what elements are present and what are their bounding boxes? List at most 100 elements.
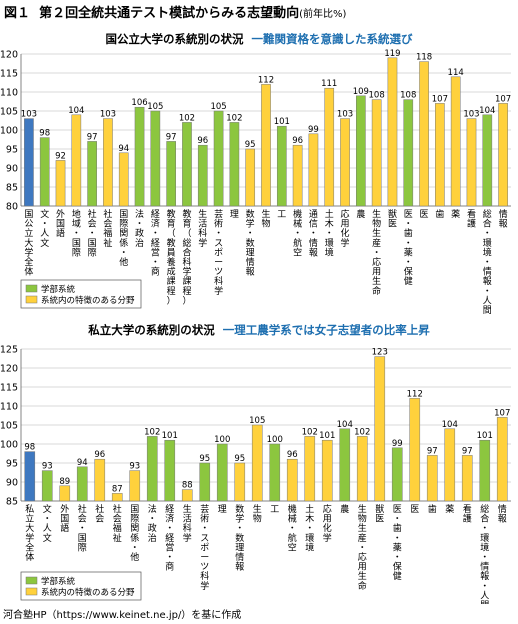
national-bar — [245, 148, 256, 207]
national-bar — [292, 144, 303, 207]
national-bar — [419, 61, 429, 207]
private-ytick-label: 90 — [6, 478, 18, 489]
private-category-label: 機械・航空 — [288, 503, 297, 553]
national-bar-value-label: 118 — [416, 53, 432, 63]
private-bar-value-label: 102 — [302, 427, 318, 437]
national-bar — [197, 144, 208, 207]
private-bar-value-label: 87 — [112, 484, 123, 494]
private-category-label: 土木・環境 — [305, 503, 314, 553]
private-bar — [94, 458, 106, 502]
private-ytick-label: 100 — [0, 440, 18, 451]
private-bar-value-label: 101 — [162, 431, 178, 441]
private-ytick-label: 105 — [0, 421, 18, 432]
private-bar-value-label: 96 — [94, 450, 105, 460]
national-category-label: 国公立大学全体 — [24, 209, 33, 278]
national-bar — [229, 122, 240, 207]
private-category-label: 生活科学 — [183, 503, 192, 544]
private-bar-value-label: 100 — [214, 435, 230, 445]
private-chart-subtitle: 一理工農学系では女子志望者の比率上昇 — [222, 323, 430, 337]
private-bar-value-label: 94 — [77, 458, 88, 468]
national-category-label: 看護 — [467, 208, 476, 230]
private-category-label: 外国語 — [60, 503, 69, 534]
private-bar — [269, 443, 281, 502]
national-bar — [24, 118, 34, 207]
private-category-label: 医 — [410, 504, 419, 515]
national-legend-label-faculty: 学部系統 — [41, 284, 76, 295]
private-bar-value-label: 100 — [267, 435, 283, 445]
national-category-label: 法・政治 — [135, 208, 144, 249]
national-bar — [55, 160, 66, 207]
national-bar-value-label: 96 — [197, 136, 208, 146]
national-legend-swatch-feature — [25, 295, 38, 304]
private-bar-value-label: 101 — [477, 431, 493, 441]
private-legend-label-faculty: 学部系統 — [41, 576, 76, 587]
national-bar — [371, 99, 382, 207]
national-bar — [466, 118, 477, 207]
national-bar-value-label: 103 — [337, 110, 353, 120]
private-bar-value-label: 102 — [144, 427, 160, 437]
figure-subtitle: (前年比%) — [299, 9, 347, 20]
private-bar — [479, 439, 491, 502]
national-bar — [340, 118, 350, 207]
national-bar-value-label: 104 — [479, 106, 495, 116]
national-bar-value-label: 107 — [432, 94, 448, 104]
national-bar-value-label: 101 — [274, 117, 290, 127]
national-legend-box — [20, 279, 142, 309]
national-ytick-label: 115 — [0, 69, 18, 80]
national-bar-value-label: 98 — [39, 129, 50, 139]
private-category-label: 農 — [340, 503, 349, 515]
national-bar — [87, 141, 97, 207]
private-bar — [216, 443, 228, 502]
private-category-label: 工 — [270, 505, 279, 515]
national-category-label: 経済・経営・商 — [151, 208, 160, 278]
national-category-label: 社会福祉 — [103, 208, 112, 249]
national-bar-value-label: 96 — [292, 136, 303, 146]
national-universities-bar-chart: 80 85 90 95 100 105 110 115 120 103 国公立大学全体 98 文・人文 9… — [0, 49, 511, 316]
national-chart-subtitle: 一難関資格を意識した系統選び — [251, 32, 413, 46]
private-bar-value-label: 88 — [182, 481, 193, 491]
national-category-label: 生活科学 — [198, 208, 207, 249]
national-legend-swatch-faculty — [25, 284, 38, 293]
national-bar — [166, 141, 176, 207]
national-bar-value-label: 112 — [258, 75, 274, 85]
private-bar-value-label: 95 — [234, 454, 245, 464]
national-bar-value-label: 111 — [321, 79, 337, 89]
national-category-label: 文・人文 — [40, 208, 49, 249]
national-ytick-label: 95 — [6, 145, 18, 156]
private-category-label: 歯 — [428, 503, 437, 515]
private-bar-value-label: 102 — [354, 427, 370, 437]
private-category-label: 社会・国際 — [78, 503, 87, 553]
private-chart-title: 私立大学の系統別の状況 一理工農学系では女子志望者の比率上昇 — [0, 322, 518, 338]
private-bar-value-label: 99 — [392, 439, 403, 449]
national-bar — [324, 87, 335, 207]
national-category-label: 理 — [230, 209, 239, 220]
private-bar — [426, 455, 438, 502]
national-bar-value-label: 107 — [495, 94, 511, 104]
private-category-label: 看護 — [463, 503, 472, 525]
private-category-label: 私立大学全体 — [25, 504, 34, 563]
private-bar — [199, 462, 211, 502]
national-bar — [213, 110, 224, 207]
private-bar-value-label: 96 — [287, 450, 298, 460]
private-bar-value-label: 101 — [319, 431, 335, 441]
private-bar — [111, 493, 123, 502]
private-category-label: 国際関係・他 — [130, 504, 139, 563]
national-bar — [276, 125, 287, 207]
national-category-label: 芸術・スポーツ科学 — [214, 208, 223, 297]
private-category-label: 法・政治 — [148, 503, 157, 544]
private-bar-value-label: 95 — [199, 454, 210, 464]
private-category-label: 社会 — [95, 503, 104, 525]
private-legend-label-feature: 系統内の特徴のある分野 — [41, 587, 135, 598]
national-bar-value-label: 97 — [166, 132, 177, 142]
national-category-label: 地域・国際 — [72, 208, 81, 258]
national-bar-value-label: 102 — [179, 113, 195, 123]
private-category-label: 薬 — [445, 503, 454, 515]
national-category-label: 情報 — [499, 208, 508, 230]
private-bar — [41, 470, 53, 502]
national-bar — [118, 152, 129, 207]
national-category-label: 外国語 — [56, 208, 65, 239]
national-bar-value-label: 114 — [448, 68, 464, 78]
national-category-label: 社会・国際 — [88, 208, 97, 258]
private-bar-value-label: 93 — [129, 462, 140, 472]
